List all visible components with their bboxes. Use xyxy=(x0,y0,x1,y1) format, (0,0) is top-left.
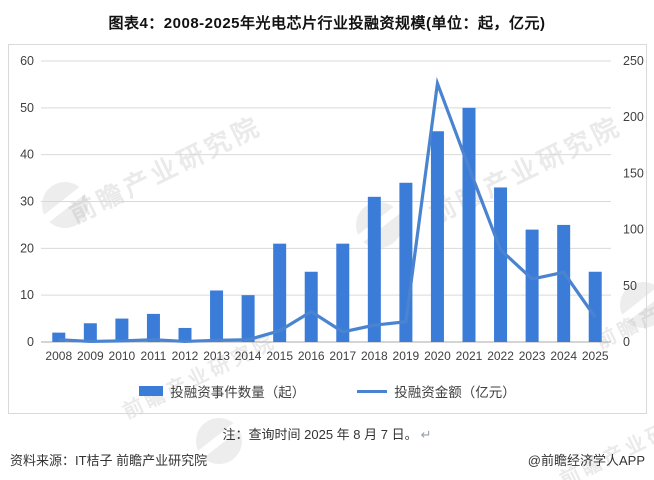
bar-2021 xyxy=(462,107,476,342)
credit: @前瞻经济学人APP xyxy=(527,453,645,468)
x-axis-tick: 2011 xyxy=(141,349,167,363)
y-axis-right-tick: 0 xyxy=(623,335,630,349)
y-axis-right-tick: 100 xyxy=(623,223,644,237)
x-axis-tick: 2015 xyxy=(266,349,293,363)
legend-item-bar-series: 投融资事件数量（起） xyxy=(139,381,305,401)
bar-2010 xyxy=(115,318,129,342)
bar-2024 xyxy=(557,224,571,342)
y-axis-left-tick: 0 xyxy=(27,335,34,349)
bar-series-swatch-icon xyxy=(139,386,164,396)
chart-legend: 投融资事件数量（起） 投融资金额（亿元） xyxy=(9,381,646,401)
bar-2011 xyxy=(146,313,160,342)
bar-2012 xyxy=(178,327,192,342)
x-axis-tick: 2024 xyxy=(550,349,577,363)
x-axis-tick: 2023 xyxy=(519,349,546,363)
bar-2018 xyxy=(367,196,381,342)
x-axis-tick: 2010 xyxy=(109,349,136,363)
bar-2013 xyxy=(210,290,224,342)
bar-2015 xyxy=(273,243,287,342)
x-axis-tick: 2019 xyxy=(393,349,420,363)
footer-row: 资料来源：IT桔子 前瞻产业研究院 @前瞻经济学人APP xyxy=(10,450,645,469)
return-mark-icon: ↵ xyxy=(420,427,432,442)
legend-item-line-series: 投融资金额（亿元） xyxy=(357,381,516,401)
bar-2025 xyxy=(588,271,602,342)
bar-2008 xyxy=(52,332,66,342)
y-axis-left-tick: 40 xyxy=(20,148,34,162)
bar-2017 xyxy=(336,243,350,342)
x-axis-tick: 2021 xyxy=(456,349,483,363)
x-axis-tick: 2008 xyxy=(45,349,72,363)
x-axis-tick: 2016 xyxy=(298,349,325,363)
y-axis-right-tick: 200 xyxy=(623,110,644,124)
line-series xyxy=(58,76,597,344)
x-axis-tick: 2013 xyxy=(203,349,230,363)
x-axis-tick: 2014 xyxy=(235,349,262,363)
line-series-swatch-icon xyxy=(357,389,388,393)
y-axis-right-tick: 50 xyxy=(623,279,637,293)
y-axis-left-tick: 20 xyxy=(20,241,34,255)
x-axis-tick: 2009 xyxy=(77,349,104,363)
legend-label-bar-series: 投融资事件数量（起） xyxy=(170,385,306,400)
query-time-note: 注：查询时间 2025 年 8 月 7 日。 ↵ xyxy=(0,424,654,443)
x-axis-tick: 2017 xyxy=(329,349,356,363)
x-axis-tick: 2018 xyxy=(361,349,388,363)
bar-2022 xyxy=(494,187,508,342)
y-axis-left-tick: 10 xyxy=(20,288,34,302)
y-axis-right-tick: 250 xyxy=(623,54,644,68)
y-axis-right-tick: 150 xyxy=(623,166,644,180)
chart-title: 图表4：2008-2025年光电芯片行业投融资规模(单位：起，亿元) xyxy=(108,15,546,32)
data-source: 资料来源：IT桔子 前瞻产业研究院 xyxy=(10,453,208,468)
bar-2020 xyxy=(430,131,444,342)
bar-2014 xyxy=(241,295,255,342)
x-axis-tick: 2025 xyxy=(582,349,609,363)
combo-chart: 0 10 20 30 40 50 60 0 50 100 150 200 250 2008 2009 2010… xyxy=(20,54,644,363)
note-text: 注：查询时间 2025 年 8 月 7 日。 xyxy=(222,427,418,442)
y-axis-left-tick: 60 xyxy=(20,54,34,68)
y-axis-left-tick: 50 xyxy=(20,101,34,115)
legend-label-line-series: 投融资金额（亿元） xyxy=(394,385,516,400)
bar-2023 xyxy=(525,229,539,342)
y-axis-left-tick: 30 xyxy=(20,195,34,209)
x-axis-tick: 2020 xyxy=(424,349,451,363)
x-axis-tick: 2012 xyxy=(172,349,199,363)
bar-2016 xyxy=(304,271,318,342)
bar-2009 xyxy=(83,323,97,342)
chart-frame: 0 10 20 30 40 50 60 0 50 100 150 200 250 2008 2009 2010… xyxy=(8,44,647,414)
x-axis-tick: 2022 xyxy=(487,349,514,363)
